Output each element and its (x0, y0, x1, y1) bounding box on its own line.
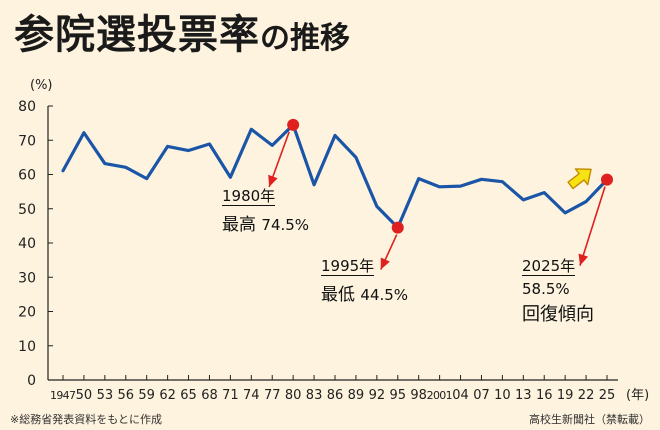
x-tick-label: 1947 (50, 389, 76, 402)
y-tick-label: 10 (18, 339, 36, 355)
annotation-1995-value: 44.5% (360, 286, 409, 304)
x-tick-label: 07 (473, 388, 490, 403)
series-line (61, 123, 609, 230)
y-tick-label: 40 (18, 236, 36, 252)
annotation-1980: 1980年 最高 74.5% (222, 186, 309, 235)
arrow-1995 (380, 234, 398, 270)
x-tick-label: 2001 (427, 389, 453, 402)
x-tick-label: 95 (389, 388, 406, 403)
x-tick-label: 59 (138, 388, 155, 403)
x-tick-label: 77 (264, 388, 281, 403)
annotation-1995-label: 最低 (321, 285, 355, 305)
x-tick-label: 53 (97, 388, 114, 403)
x-tick-label: 50 (76, 388, 93, 403)
x-tick-label: 62 (159, 388, 176, 403)
annotation-1980-label: 最高 (222, 215, 256, 235)
x-tick-label: 65 (180, 388, 197, 403)
x-tick-label: 74 (243, 388, 260, 403)
y-tick-label: 60 (18, 168, 36, 184)
highlight-point (391, 221, 404, 234)
series-line-group (61, 123, 609, 230)
y-tick-label: 50 (18, 202, 36, 218)
annotation-1995: 1995年 最低 44.5% (321, 256, 408, 305)
y-tick-label: 70 (18, 133, 36, 149)
trend-up-arrow (567, 168, 592, 190)
x-tick-label: 25 (599, 388, 616, 403)
annotation-2025-year: 2025年 (522, 257, 576, 276)
x-tick-label: 80 (285, 388, 302, 403)
highlight-point (601, 173, 613, 186)
arrow-head (268, 174, 278, 187)
y-tick-label: 20 (18, 305, 36, 321)
arrow-2025 (578, 186, 606, 266)
x-tick-label: 92 (369, 388, 386, 403)
annotation-1980-value: 74.5% (261, 216, 310, 234)
x-tick-label: 10 (494, 388, 511, 403)
annotation-1995-year: 1995年 (321, 257, 375, 276)
title-tail: の推移 (260, 21, 350, 56)
annotation-1980-year: 1980年 (222, 187, 276, 206)
y-tick-label: 80 (18, 99, 36, 115)
x-tick-label: 16 (536, 388, 553, 403)
arrow-head (578, 253, 589, 266)
x-tick-label: 89 (348, 388, 365, 403)
y-tick-label: 0 (27, 373, 36, 389)
x-tick-label: 22 (578, 388, 595, 403)
chart-axes (47, 106, 618, 381)
credit-note: 高校生新聞社（禁転載） (529, 413, 650, 426)
x-tick-label: 19 (557, 388, 574, 403)
page-title: 参院選投票率の推移 (14, 2, 350, 60)
annotation-2025-value: 58.5% (522, 280, 570, 298)
title-main: 参院選投票率 (14, 12, 260, 58)
x-tick-label: 68 (201, 388, 218, 403)
arrow-1980 (268, 131, 290, 188)
x-tick-label: 56 (117, 388, 134, 403)
x-tick-label: 71 (222, 388, 239, 403)
y-tick-labels: 0 10 20 30 40 50 60 70 80 (18, 99, 53, 389)
arrow-shaft (579, 186, 606, 266)
x-tick-label: 04 (452, 388, 469, 403)
x-axis-unit-label: (年) (626, 388, 650, 403)
arrow-head (380, 257, 390, 270)
x-tick-labels: 1947 50 53 56 59 62 65 68 71 74 77 80 83 86 89 92 95 98 20… (50, 375, 615, 403)
annotation-2025: 2025年 58.5% 回復傾向 (522, 256, 594, 326)
x-tick-label: 86 (327, 388, 344, 403)
x-tick-label: 98 (410, 388, 427, 403)
trend-up-arrow-shape (567, 168, 592, 190)
source-note: ※総務省発表資料をもとに作成 (10, 413, 162, 426)
annotation-2025-label: 回復傾向 (522, 304, 594, 325)
y-tick-label: 30 (18, 270, 36, 286)
highlight-point (287, 118, 300, 131)
x-tick-label: 83 (306, 388, 323, 403)
x-tick-label: 13 (515, 388, 532, 403)
y-axis-unit-label: (%) (30, 78, 53, 93)
annotation-arrows (268, 131, 606, 270)
highlight-markers (287, 118, 613, 234)
